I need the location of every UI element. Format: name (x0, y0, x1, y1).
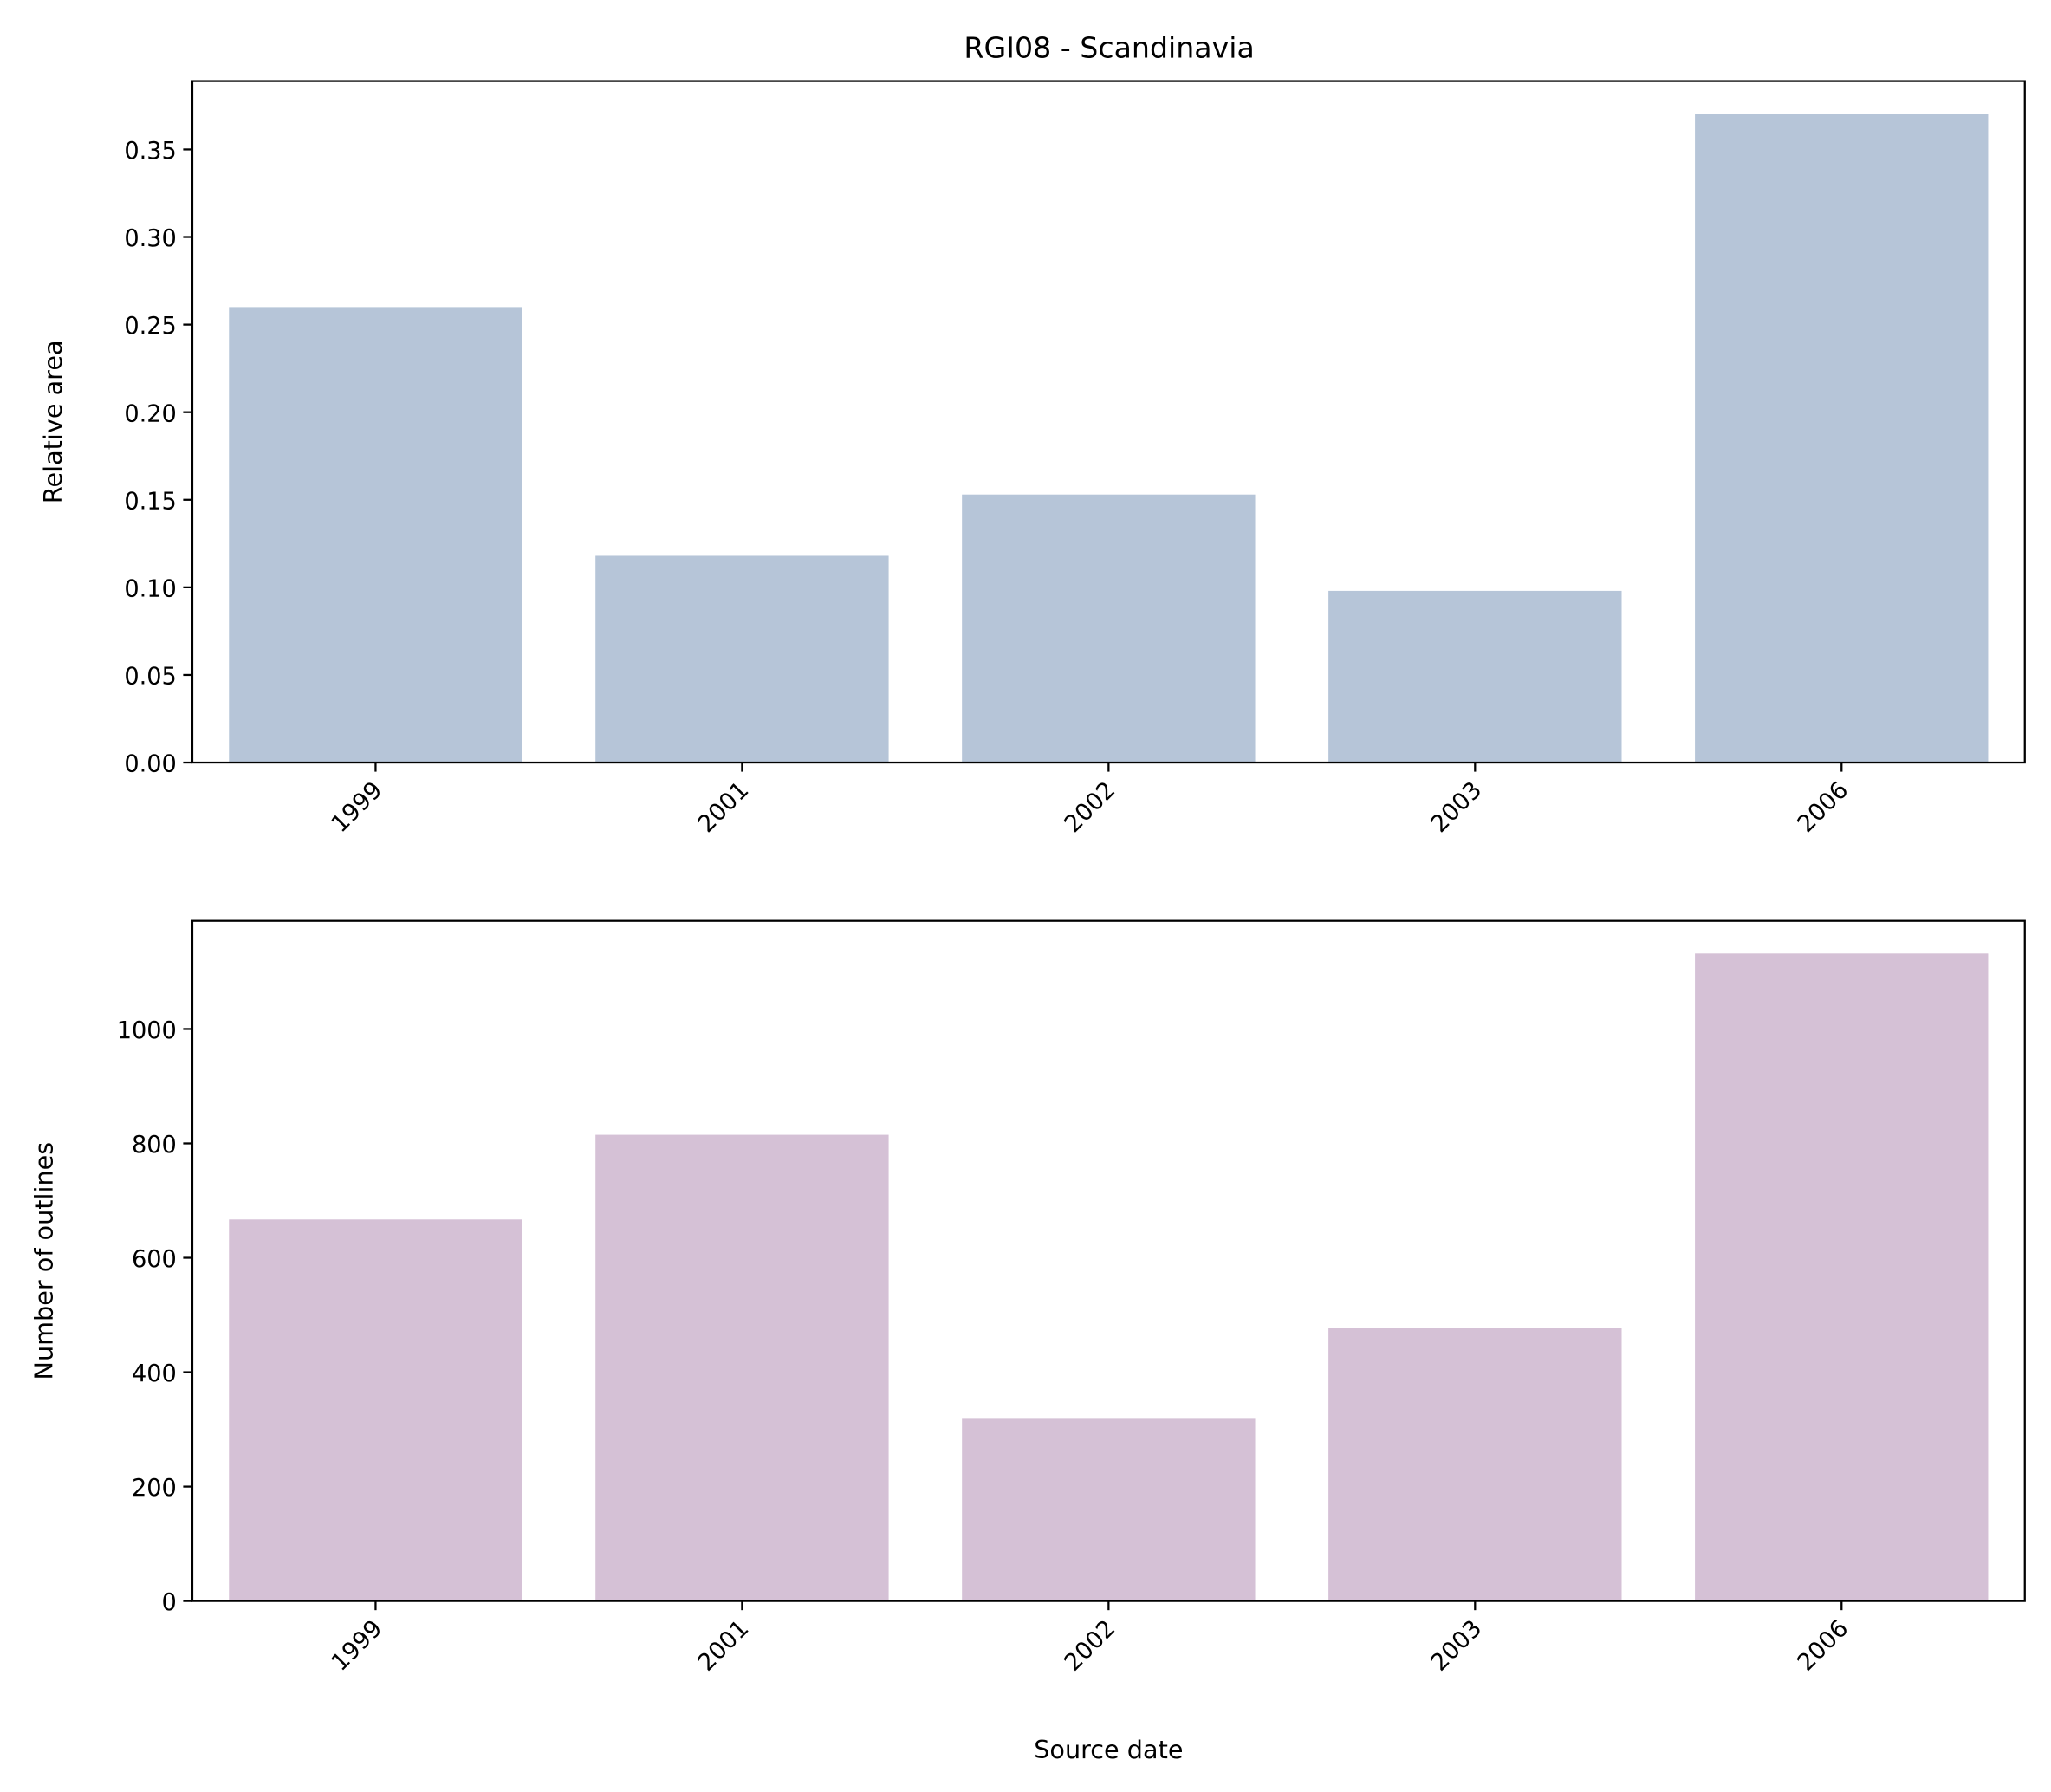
y-tick-label: 800 (132, 1132, 177, 1159)
y-axis-label: Number of outlines (29, 1142, 58, 1380)
bar-2003 (1328, 1328, 1622, 1601)
y-tick-label: 0 (162, 1589, 177, 1616)
bar-2002 (962, 1418, 1256, 1601)
y-tick-label: 0.00 (124, 751, 176, 778)
axes-frame (191, 919, 2026, 1602)
relative-area-panel: 1999 2001 2002 2003 2006 0.00 0.05 0.10 0.15 0.20… (38, 80, 2026, 838)
y-tick-label: 0.10 (124, 575, 176, 602)
y-tick-label: 600 (132, 1246, 177, 1273)
x-tick-label: 1999 (327, 1615, 388, 1677)
bar-2006 (1695, 114, 1989, 763)
x-tick-label: 2006 (1792, 1615, 1853, 1677)
bar-2003 (1328, 590, 1622, 763)
bar-2002 (962, 494, 1256, 763)
y-tick-label: 0.05 (124, 664, 176, 691)
axes-frame (191, 80, 2026, 764)
x-axis-label: Source date (1034, 1735, 1183, 1764)
y-tick-label: 400 (132, 1360, 177, 1387)
outline-count-panel: 1999 2001 2002 2003 2006 0 200 400 600 800 1000 Num… (29, 919, 2026, 1764)
chart-title: RGI08 - Scandinavia (964, 30, 1254, 64)
bar-2001 (595, 555, 889, 763)
x-tick-label: 2001 (693, 1615, 755, 1677)
y-tick-label: 0.25 (124, 313, 176, 340)
x-tick-label: 2001 (693, 776, 755, 838)
y-tick-label: 200 (132, 1475, 177, 1502)
bar-1999 (229, 1219, 522, 1601)
bar-2001 (595, 1134, 889, 1601)
x-tick-label: 2006 (1792, 776, 1853, 838)
y-axis-label: Relative area (38, 340, 68, 503)
y-tick-label: 0.20 (124, 400, 176, 427)
x-tick-label: 2002 (1060, 776, 1121, 838)
x-tick-label: 1999 (327, 776, 388, 838)
y-tick-label: 1000 (117, 1017, 177, 1044)
y-tick-label: 0.30 (124, 225, 176, 252)
x-tick-label: 2002 (1060, 1615, 1121, 1677)
x-tick-label: 2003 (1426, 776, 1488, 838)
bar-1999 (229, 307, 522, 763)
x-tick-label: 2003 (1426, 1615, 1488, 1677)
bar-2006 (1695, 953, 1989, 1601)
y-tick-label: 0.15 (124, 488, 176, 515)
y-tick-label: 0.35 (124, 138, 176, 165)
